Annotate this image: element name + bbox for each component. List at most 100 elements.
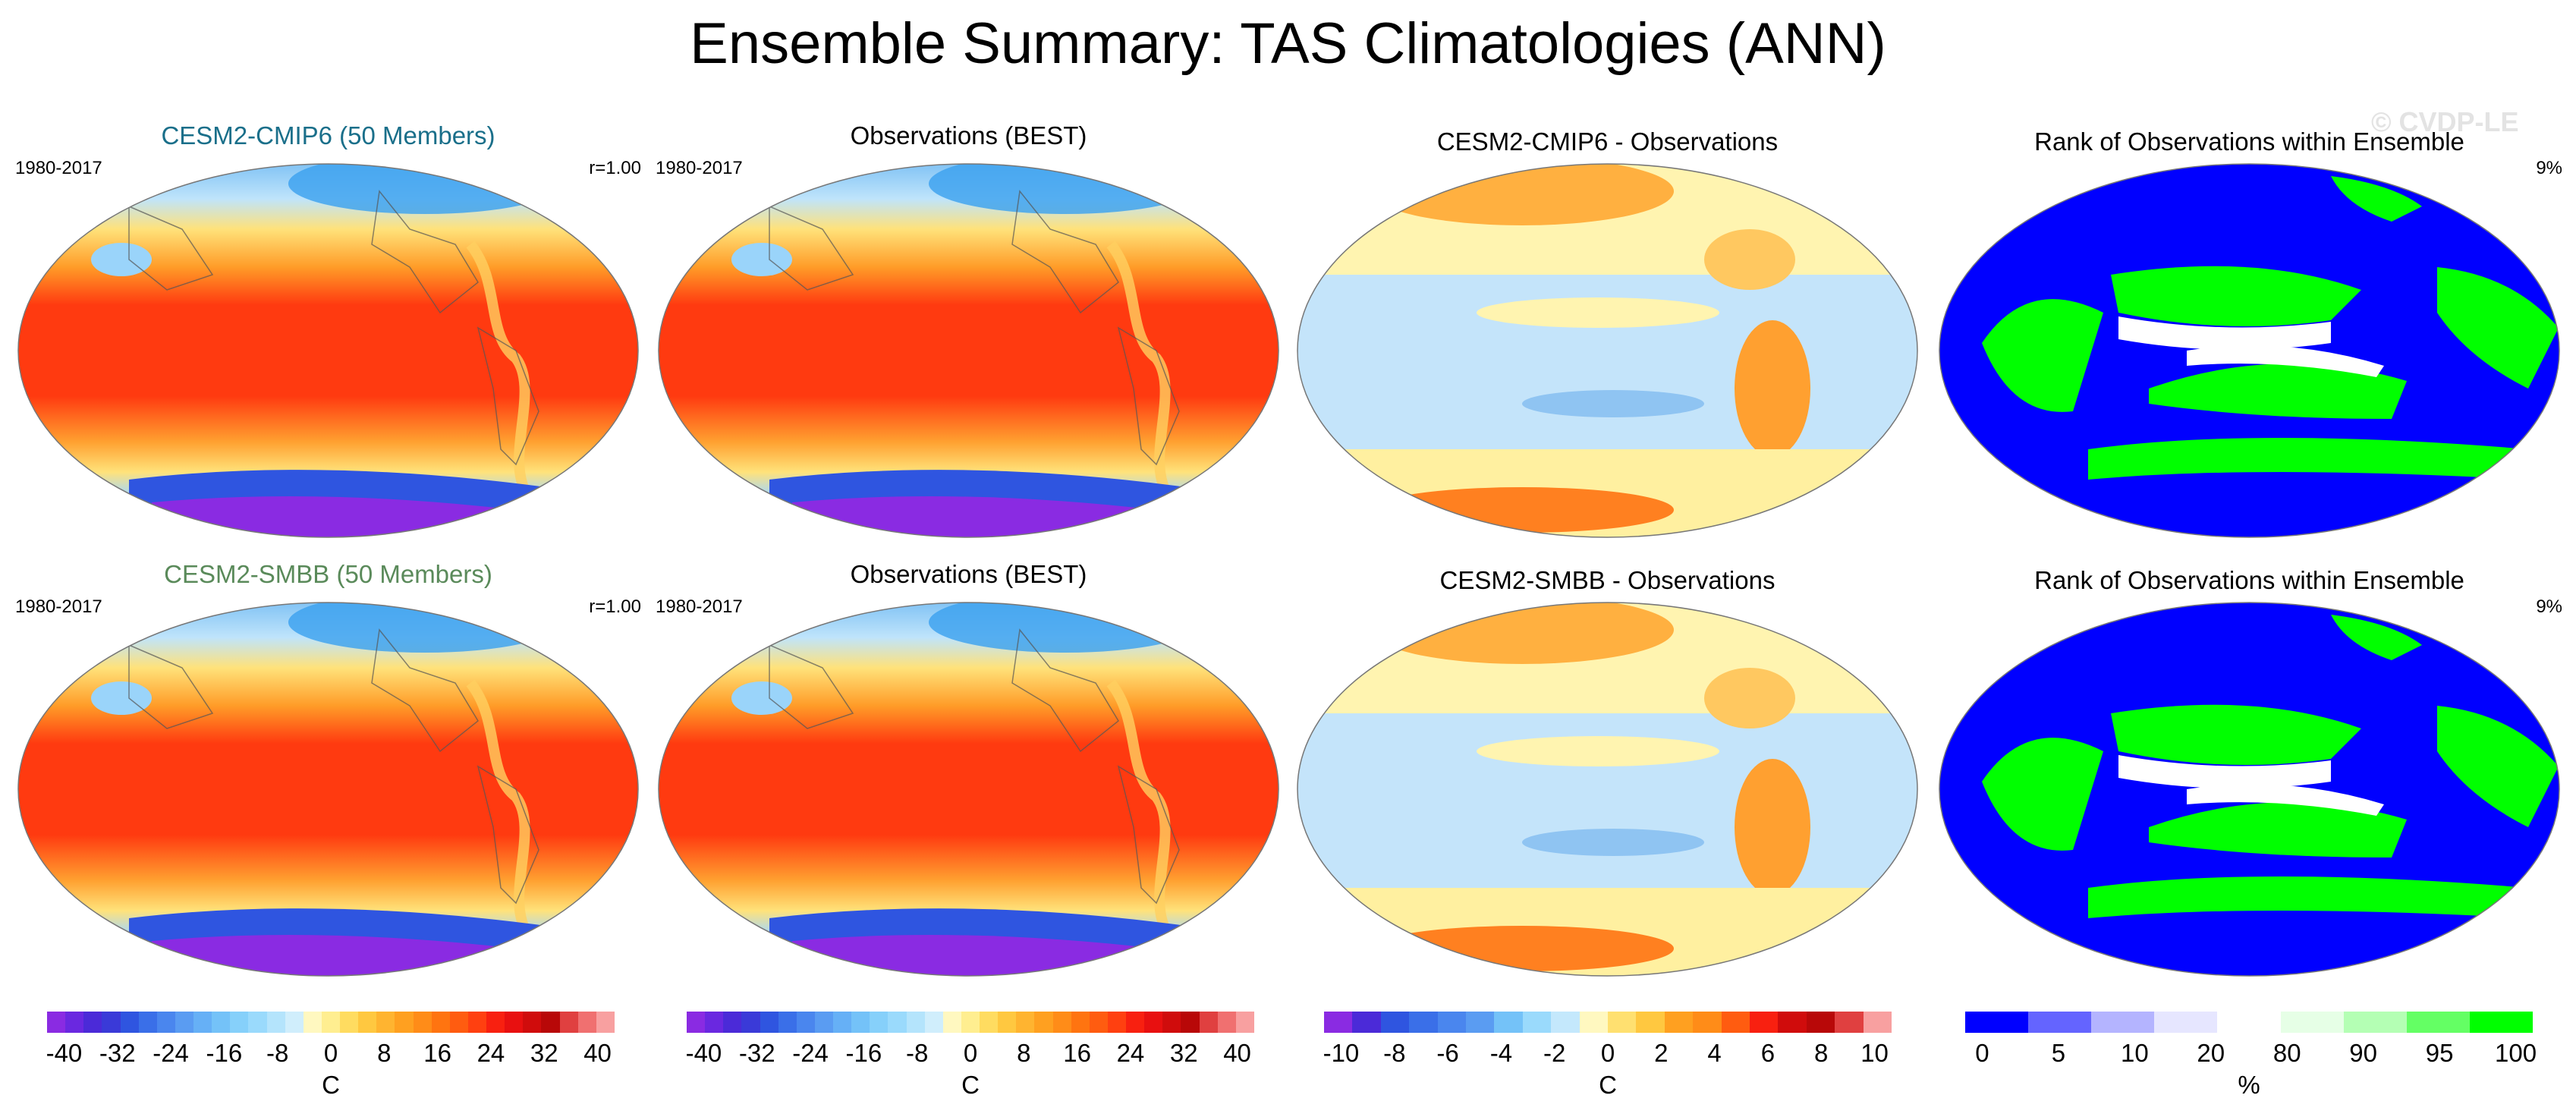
colorbar-swatch (833, 1012, 852, 1033)
colorbar-swatch (2154, 1012, 2218, 1033)
figure-title: Ensemble Summary: TAS Climatologies (ANN… (690, 11, 1886, 76)
global-map (17, 602, 639, 977)
colorbar-swatch (102, 1012, 121, 1033)
colorbar-swatch (1466, 1012, 1495, 1033)
colorbar-swatch (1199, 1012, 1219, 1033)
colorbar-swatch (486, 1012, 505, 1033)
colorbar-swatch (1324, 1012, 1353, 1033)
colorbar-tick-label: 95 (2425, 1039, 2454, 1067)
colorbar-swatch (1522, 1012, 1552, 1033)
colorbar-tick-label: -16 (845, 1039, 882, 1067)
global-map (658, 163, 1279, 538)
colorbar-swatch (138, 1012, 158, 1033)
global-map (658, 602, 1279, 977)
colorbar-tick-label: 0 (323, 1039, 338, 1067)
colorbar-swatch (212, 1012, 231, 1033)
colorbar-swatch (1380, 1012, 1410, 1033)
colorbar-tick-label: 10 (1860, 1039, 1889, 1067)
map-panel-r2-c2: Observations (BEST) 1980-2017 (656, 560, 1282, 985)
panel-title: CESM2-SMBB (50 Members) (164, 560, 492, 588)
panel-title: Observations (BEST) (850, 560, 1087, 588)
colorbar-swatch (175, 1012, 194, 1033)
colorbar-swatch (193, 1012, 212, 1033)
colorbar-tick-label: 20 (2197, 1039, 2225, 1067)
colorbar-swatch (1579, 1012, 1609, 1033)
colorbar-swatch (2469, 1012, 2534, 1033)
colorbar-swatch (1693, 1012, 1722, 1033)
panel-title: CESM2-CMIP6 - Observations (1436, 127, 1779, 156)
colorbar-swatch (1235, 1012, 1255, 1033)
colorbar-swatch (1636, 1012, 1665, 1033)
colorbar-swatch (924, 1012, 944, 1033)
colorbar-swatch (741, 1012, 760, 1033)
colorbar-swatch (505, 1012, 524, 1033)
colorbar-swatch (467, 1012, 487, 1033)
colorbar-swatch (1863, 1012, 1892, 1033)
colorbar-swatch (376, 1012, 395, 1033)
colorbar-tick-label: -24 (792, 1039, 829, 1067)
colorbar-swatch (1806, 1012, 1835, 1033)
colorbar-tick-label: 4 (1707, 1039, 1722, 1067)
global-map (17, 163, 639, 538)
colorbar-tick-label: 40 (1223, 1039, 1251, 1067)
colorbar-swatch (998, 1012, 1017, 1033)
colorbar-tick-label: 2 (1654, 1039, 1669, 1067)
colorbar-tick-label: 40 (583, 1039, 612, 1067)
correlation-label: r=1.00 (589, 158, 641, 178)
colorbar-tick-label: 8 (1814, 1039, 1829, 1067)
colorbar-swatch (1071, 1012, 1090, 1033)
colorbar-tick-label: -16 (206, 1039, 243, 1067)
colorbar-tick-label: -8 (266, 1039, 289, 1067)
colorbar-swatch (413, 1012, 432, 1033)
colorbar-swatch (888, 1012, 907, 1033)
colorbar-swatch (1107, 1012, 1127, 1033)
colorbar-tick-label: 8 (377, 1039, 392, 1067)
colorbar-swatch (870, 1012, 889, 1033)
colorbar-swatch (1551, 1012, 1581, 1033)
colorbar-swatch (796, 1012, 816, 1033)
colorbar-swatch (559, 1012, 579, 1033)
colorbar-tick-label: 32 (1169, 1039, 1198, 1067)
colorbar-swatch (47, 1012, 66, 1033)
colorbar-tick-label: 10 (2120, 1039, 2149, 1067)
colorbar-tick-label: -32 (738, 1039, 775, 1067)
panel-title: CESM2-CMIP6 (50 Members) (161, 121, 495, 149)
colorbar-swatch (596, 1012, 615, 1033)
colorbar-tick-label: 24 (477, 1039, 505, 1067)
colorbar-swatch (705, 1012, 724, 1033)
colorbar-swatch (65, 1012, 84, 1033)
colorbar-swatch (541, 1012, 561, 1033)
colorbar-swatch (1217, 1012, 1237, 1033)
colorbar-swatch (2343, 1012, 2408, 1033)
colorbar-tick-label: 0 (1600, 1039, 1615, 1067)
colorbar-swatch (2406, 1012, 2471, 1033)
colorbar-tick-label: -40 (46, 1039, 83, 1067)
colorbar-tick-label: 16 (423, 1039, 451, 1067)
map-panel-r2-c3: CESM2-SMBB - Observations (1294, 560, 1920, 985)
map-panel-r1-c3: CESM2-CMIP6 - Observations (1294, 121, 1920, 546)
global-map (1297, 602, 1918, 977)
colorbar-swatch (1965, 1012, 2029, 1033)
colorbar-tick-label: 0 (1975, 1039, 1989, 1067)
colorbar-swatch (321, 1012, 341, 1033)
colorbar-swatch (577, 1012, 597, 1033)
correlation-label: r=1.00 (589, 596, 641, 617)
colorbar-swatch (1494, 1012, 1524, 1033)
colorbar-swatch (358, 1012, 377, 1033)
global-map (1939, 163, 2560, 538)
panel-title: Rank of Observations within Ensemble (2034, 127, 2464, 156)
colorbar-swatch (851, 1012, 870, 1033)
colorbar-swatch (340, 1012, 359, 1033)
period-label: 1980-2017 (15, 596, 102, 617)
colorbar-tick-label: 0 (963, 1039, 978, 1067)
rank-percent-label: 9% (2536, 158, 2562, 178)
colorbar-swatch (814, 1012, 834, 1033)
period-label: 1980-2017 (656, 158, 743, 178)
colorbar-swatch (1352, 1012, 1382, 1033)
colorbar-tick-label: 32 (530, 1039, 558, 1067)
colorbar-unit-label: % (2238, 1071, 2260, 1099)
colorbar-swatch (1034, 1012, 1054, 1033)
panel-title: Rank of Observations within Ensemble (2034, 566, 2464, 594)
colorbar-swatch (2217, 1012, 2282, 1033)
colorbar-swatch (303, 1012, 322, 1033)
